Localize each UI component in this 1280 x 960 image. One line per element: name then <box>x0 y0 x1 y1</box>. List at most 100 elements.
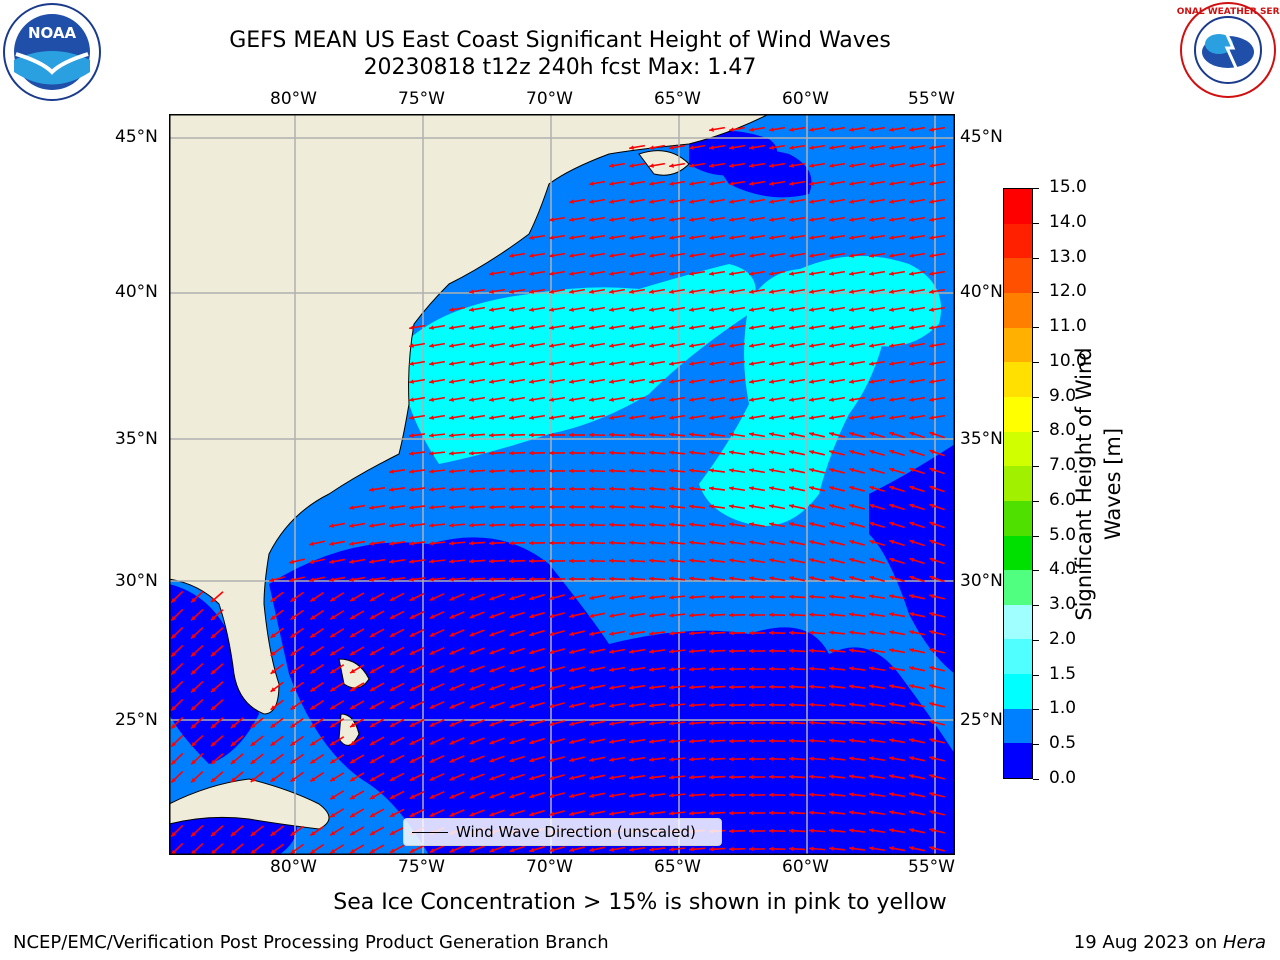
wind-arrow-head <box>529 361 534 366</box>
wind-arrow-head <box>689 793 694 798</box>
wind-arrow-head <box>549 613 555 619</box>
wind-arrow-head <box>689 217 694 222</box>
colorbar-tick-mark <box>1033 709 1039 711</box>
wind-arrow-head <box>709 486 714 491</box>
wind-arrow-head <box>509 361 514 366</box>
wind-arrow-head <box>909 521 915 527</box>
wind-arrow-head <box>689 631 694 636</box>
wind-arrow-head <box>669 540 674 545</box>
wind-arrow-head <box>589 631 595 636</box>
wind-arrow-head <box>389 776 395 781</box>
wind-arrow-head <box>749 325 754 330</box>
wind-arrow-head <box>449 668 455 673</box>
wind-arrow-head <box>809 810 814 815</box>
wind-arrow-head <box>589 793 595 798</box>
wind-arrow-head <box>769 612 774 618</box>
wind-arrow-head <box>489 614 495 619</box>
wind-arrow-head <box>609 811 614 816</box>
wind-arrow-head <box>689 703 694 708</box>
wind-arrow-head <box>729 810 734 816</box>
wind-arrow-head <box>569 253 574 258</box>
wind-arrow-head <box>330 668 336 674</box>
wind-arrow-head <box>191 759 196 765</box>
wind-arrow-head <box>429 415 434 420</box>
wind-arrow-head <box>909 485 915 491</box>
wind-arrow-head <box>569 217 574 222</box>
wind-arrow-head <box>409 758 415 763</box>
wind-arrow-head <box>829 271 834 276</box>
wind-arrow-head <box>849 557 855 563</box>
wind-arrow-head <box>889 325 894 330</box>
wind-arrow-head <box>409 397 414 402</box>
wind-arrow-head <box>549 576 554 582</box>
wind-arrow-head <box>729 648 734 654</box>
wind-arrow-head <box>449 451 454 456</box>
wind-arrow-head <box>569 649 575 655</box>
wind-arrow-head <box>789 127 794 132</box>
wind-arrow-head <box>449 758 455 763</box>
wind-arrow-head <box>669 343 674 348</box>
wind-arrow-head <box>289 559 295 565</box>
wind-arrow-head <box>549 775 555 781</box>
wind-arrow-head <box>589 235 594 240</box>
wind-arrow-head <box>210 759 216 765</box>
wind-arrow-head <box>889 557 895 563</box>
wind-arrow-head <box>369 487 374 492</box>
wind-arrow-head <box>789 432 795 437</box>
wind-arrow-head <box>929 629 935 635</box>
wind-arrow-head <box>849 828 854 833</box>
wind-arrow-head <box>489 486 494 492</box>
wind-arrow-head <box>849 307 854 312</box>
wind-arrow-head <box>369 541 374 546</box>
wind-arrow-head <box>789 235 794 240</box>
wind-arrow-head <box>469 812 475 817</box>
wind-arrow-head <box>589 576 594 582</box>
wind-arrow-head <box>709 648 714 654</box>
wind-arrow-head <box>829 738 834 743</box>
footer-date-text: 19 Aug 2023 on <box>1073 932 1223 953</box>
wind-arrow-head <box>429 632 435 637</box>
wind-arrow-head <box>849 774 854 779</box>
wind-arrow-head <box>929 415 934 420</box>
wind-arrow-head <box>649 811 654 816</box>
wind-arrow-head <box>789 684 794 690</box>
wind-arrow-head <box>749 612 754 618</box>
wind-arrow-head <box>889 738 894 743</box>
wind-arrow-head <box>729 432 734 437</box>
wind-arrow-head <box>609 253 614 258</box>
wind-arrow-head <box>290 669 296 674</box>
wind-arrow-head <box>669 181 674 186</box>
wind-arrow-head <box>489 558 494 564</box>
wind-arrow-head <box>310 651 316 656</box>
wind-arrow-head <box>250 831 256 836</box>
wind-arrow-head <box>849 163 854 168</box>
wind-arrow-head <box>929 217 934 222</box>
wind-arrow-head <box>489 596 495 601</box>
wind-arrow-head <box>389 812 395 817</box>
wind-arrow-head <box>230 831 236 837</box>
wind-arrow-head <box>509 576 514 582</box>
wind-arrow-head <box>509 415 514 420</box>
wind-arrow-head <box>829 431 835 437</box>
colorbar-band <box>1004 743 1032 778</box>
wind-arrow-head <box>809 127 814 132</box>
wind-arrow-head <box>370 632 376 637</box>
wind-arrow-head <box>409 704 415 709</box>
wind-arrow-head <box>629 757 634 762</box>
wind-arrow-head <box>230 849 236 855</box>
wind-arrow-head <box>589 307 594 312</box>
wind-arrow-head <box>469 704 475 709</box>
wind-arrow-head <box>689 558 694 563</box>
wind-arrow-head <box>409 632 415 637</box>
wind-arrow-head <box>649 181 654 186</box>
colorbar-band <box>1004 223 1032 259</box>
wind-arrow-head <box>669 486 674 491</box>
wind-arrow-head <box>569 558 574 564</box>
wind-arrow-head <box>749 163 754 168</box>
wind-arrow-head <box>290 849 296 854</box>
lat-tick-left: 25°N <box>115 710 158 730</box>
wind-arrow-head <box>829 415 834 420</box>
wind-arrow-head <box>549 811 555 817</box>
wind-arrow-head <box>569 432 574 438</box>
wind-arrow-head <box>549 217 554 222</box>
